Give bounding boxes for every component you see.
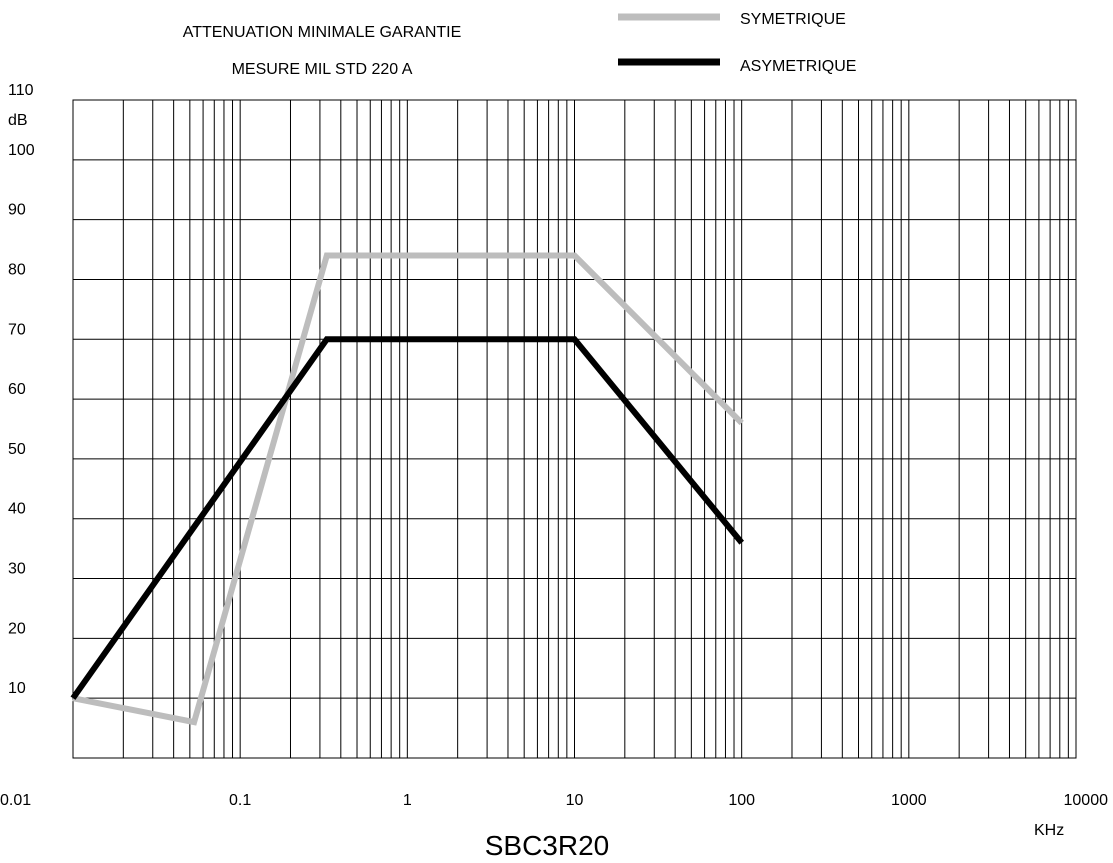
y-tick-label: 40 [8,501,26,518]
y-tick-label: 20 [8,620,26,637]
y-tick-label: 110 [8,82,34,99]
y-tick-label: 30 [8,561,26,578]
chart-caption: SBC3R20 [485,830,610,861]
y-tick-labels: 10 20 30 40 50 60 70 80 90 100 110 [8,82,35,697]
series-layer [70,252,745,726]
y-tick-label: 80 [8,261,26,278]
legend-label-symetrique: SYMETRIQUE [740,11,846,28]
x-tick-label: 1000 [891,792,927,809]
y-tick-label: 50 [8,441,26,458]
x-axis-label: KHz [1034,822,1064,839]
chart-grid [73,99,1076,758]
series-line-symetrique [72,252,744,726]
y-tick-label: 60 [8,381,26,398]
x-tick-labels: 0.01 0.1 1 10 100 1000 10000 [0,792,1108,809]
chart-title-line-1: ATTENUATION MINIMALE GARANTIE [183,24,462,41]
series-line-asymetrique [70,336,745,700]
y-tick-label: 10 [8,680,26,697]
chart-title-line-2: MESURE MIL STD 220 A [232,61,413,78]
x-tick-label: 0.1 [229,792,251,809]
x-tick-label: 100 [728,792,755,809]
y-tick-label: 100 [8,142,35,159]
y-axis-label: dB [8,112,28,129]
plot-frame [72,99,1077,759]
x-tick-label: 10 [566,792,584,809]
y-tick-label: 90 [8,202,26,219]
x-tick-label: 10000 [1064,792,1109,809]
legend: SYMETRIQUE ASYMETRIQUE [618,11,856,75]
legend-label-asymetrique: ASYMETRIQUE [740,58,856,75]
x-tick-label: 1 [403,792,412,809]
x-tick-label: 0.01 [0,792,31,809]
y-tick-label: 70 [8,321,26,338]
